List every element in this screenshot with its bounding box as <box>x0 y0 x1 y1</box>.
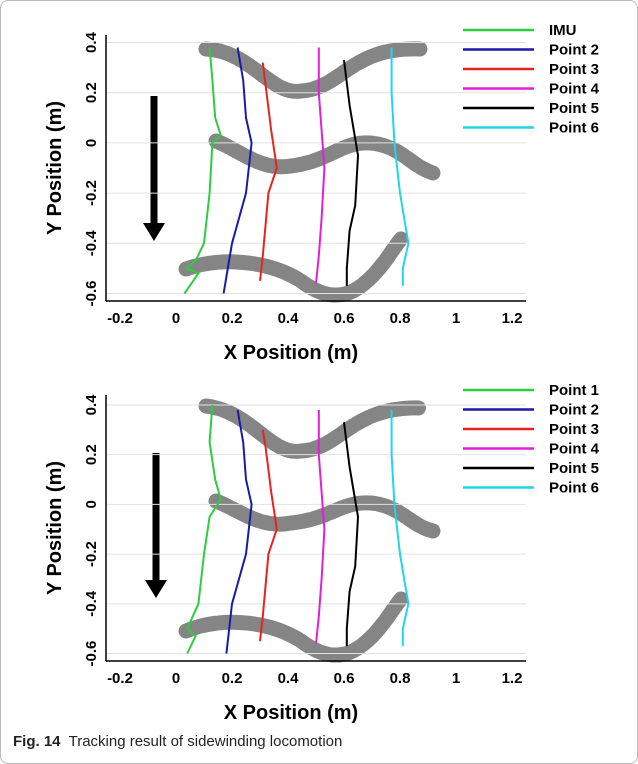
legend-label: Point 1 <box>549 382 599 399</box>
caption: Fig. 14 Tracking result of sidewinding l… <box>13 733 342 750</box>
series-line <box>343 422 360 647</box>
caption-label: Fig. 14 <box>13 733 61 750</box>
y-axis-label: Y Position (m) <box>44 461 66 595</box>
x-tick-label: 0.2 <box>222 670 243 687</box>
legend-label: Point 3 <box>549 61 599 78</box>
series-line <box>315 47 326 284</box>
legend-label: Point 2 <box>549 402 599 419</box>
legend-label: Point 4 <box>549 81 600 98</box>
series-line <box>315 409 326 644</box>
y-tick-label: 0 <box>83 139 100 147</box>
y-tick-label: -0.4 <box>83 590 100 617</box>
legend-label: Point 2 <box>549 42 599 59</box>
x-axis-label: X Position (m) <box>224 702 358 724</box>
y-tick-label: 0.4 <box>83 31 100 53</box>
y-tick-label: -0.6 <box>83 641 100 667</box>
y-tick-label: 0.4 <box>83 394 100 416</box>
series-line <box>185 404 222 654</box>
legend-label: IMU <box>549 22 577 39</box>
x-tick-label: 0.8 <box>390 670 411 687</box>
x-tick-label: 0.6 <box>334 670 355 687</box>
series-line <box>225 409 253 654</box>
y-tick-label: -0.2 <box>83 541 100 567</box>
series-line <box>390 47 410 286</box>
legend-label: Point 6 <box>549 480 599 497</box>
x-tick-label: 0.6 <box>334 310 355 327</box>
y-tick-label: -0.4 <box>83 230 100 257</box>
x-tick-label: 1 <box>452 670 460 687</box>
y-tick-label: 0.2 <box>83 444 100 465</box>
chart-figure: -0.6 -0.4 -0.2 0 0.2 0.4 -0.2 0 0.2 0.4 0.6 0.8 1 1.2… <box>44 22 600 724</box>
series-line <box>222 47 253 294</box>
series-line <box>390 409 410 647</box>
legend-label: Point 3 <box>549 421 599 438</box>
legend-label: Point 6 <box>549 120 599 137</box>
x-tick-label: 0 <box>172 310 180 327</box>
x-tick-label: 0 <box>172 670 180 687</box>
legend-label: Point 5 <box>549 100 599 117</box>
series-line <box>183 47 222 295</box>
x-tick-label: -0.2 <box>107 670 133 687</box>
x-tick-label: 1.2 <box>502 310 523 327</box>
x-tick-label: 1.2 <box>502 670 523 687</box>
series-line <box>343 59 360 286</box>
series-line <box>259 62 278 282</box>
y-tick-label: -0.6 <box>83 281 100 307</box>
x-tick-label: 1 <box>452 310 460 327</box>
caption-text: Tracking result of sidewinding locomotio… <box>68 733 343 750</box>
y-axis-label: Y Position (m) <box>44 101 66 235</box>
y-tick-label: -0.2 <box>83 180 100 206</box>
y-tick-label: 0 <box>83 500 100 508</box>
x-tick-label: 0.2 <box>222 310 243 327</box>
x-tick-label: -0.2 <box>107 310 133 327</box>
series-line <box>259 429 278 642</box>
legend-label: Point 5 <box>549 460 599 477</box>
x-axis-label: X Position (m) <box>224 342 358 364</box>
arrow <box>143 96 167 598</box>
x-tick-label: 0.4 <box>278 310 300 327</box>
legend-label: Point 4 <box>549 441 600 458</box>
x-tick-label: 0.8 <box>390 310 411 327</box>
x-tick-label: 0.4 <box>278 670 300 687</box>
y-tick-label: 0.2 <box>83 82 100 103</box>
